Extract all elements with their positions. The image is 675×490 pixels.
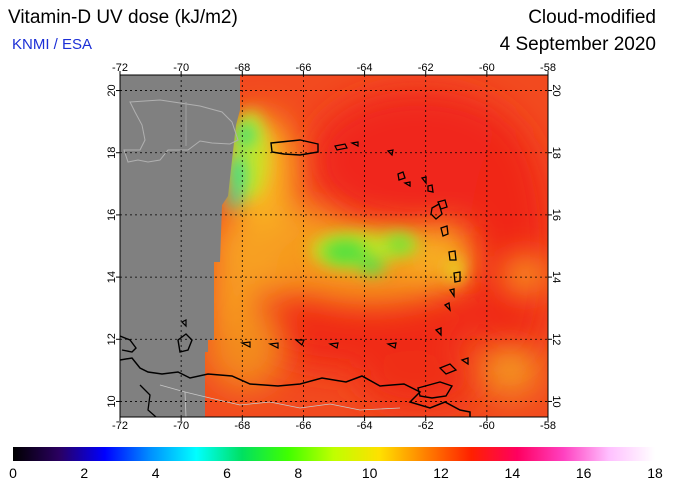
date-label: 4 September 2020	[499, 34, 656, 55]
colorbar-label: 12	[433, 465, 449, 481]
trinidad-coast	[417, 381, 454, 399]
map-frame	[119, 74, 549, 418]
lon-tick-label: -66	[295, 62, 311, 74]
colorbar-label: 6	[223, 465, 231, 481]
lat-tick-label: 14	[106, 271, 118, 283]
lon-tick-label: -58	[540, 62, 556, 74]
graticule	[120, 75, 548, 417]
no-data-region	[120, 75, 240, 417]
lat-tick-label: 16	[550, 209, 562, 221]
lat-tick-label: 20	[550, 84, 562, 96]
uv-field	[120, 75, 548, 417]
colorbar-label: 16	[575, 465, 592, 481]
colorbar-label: 14	[504, 465, 521, 481]
organization-label: KNMI / ESA	[12, 36, 93, 53]
lesser-antilles	[397, 171, 469, 375]
puerto-rico-coast	[270, 139, 319, 156]
colorbar-label: 4	[151, 465, 160, 481]
lon-tick-label: -72	[112, 62, 128, 74]
lon-tick-label: -60	[479, 62, 495, 74]
hispaniola-coast	[123, 99, 239, 163]
lon-tick-label: -58	[540, 420, 556, 432]
colorbar-label: 0	[9, 465, 17, 481]
colorbar-label: 2	[80, 465, 89, 481]
lon-tick-label: -62	[418, 420, 434, 432]
colorbar-label: 18	[647, 465, 663, 481]
lon-tick-label: -64	[357, 62, 373, 74]
south-america-coast	[120, 357, 471, 417]
lat-tick-label: 14	[550, 271, 562, 283]
colorbar-label: 10	[361, 465, 378, 481]
lon-tick-label: -66	[295, 420, 311, 432]
lat-tick-label: 16	[106, 209, 118, 221]
colorbar-label: 8	[294, 465, 303, 481]
lon-tick-label: -68	[234, 420, 250, 432]
lat-tick-label: 18	[106, 147, 118, 159]
lon-tick-label: -70	[173, 62, 189, 74]
lon-tick-label: -64	[357, 420, 373, 432]
axis-ticks: -72 -72 -70 -70 -68 -68 -66 -66 -64 -64 -62 -62 -60 -…	[106, 62, 562, 432]
lat-tick-label: 18	[550, 147, 562, 159]
lon-tick-label: -62	[418, 62, 434, 74]
lat-tick-label: 20	[106, 84, 118, 96]
lat-tick-label: 12	[550, 333, 562, 345]
map-title: Vitamin-D UV dose (kJ/m2)	[8, 7, 238, 28]
lon-tick-label: -70	[173, 420, 189, 432]
lat-tick-label: 10	[550, 395, 562, 407]
product-label: Cloud-modified	[528, 7, 656, 28]
lon-tick-label: -68	[234, 62, 250, 74]
colorbar	[13, 447, 655, 461]
small-islands	[180, 319, 397, 349]
lon-tick-label: -60	[479, 420, 495, 432]
lon-tick-label: -72	[112, 420, 128, 432]
lat-tick-label: 10	[106, 395, 118, 407]
lat-tick-label: 12	[106, 333, 118, 345]
